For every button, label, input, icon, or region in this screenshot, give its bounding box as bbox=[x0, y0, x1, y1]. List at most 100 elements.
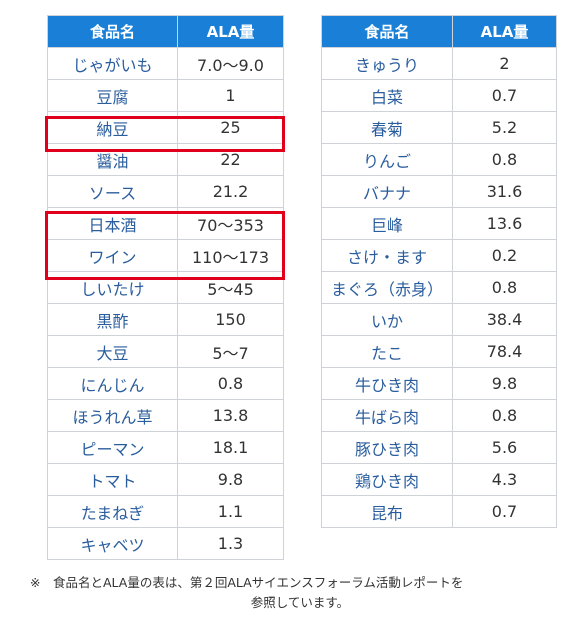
food-name-cell: まぐろ（赤身） bbox=[321, 271, 453, 304]
header-food-name: 食品名 bbox=[321, 15, 453, 48]
table-row: 醤油 22 bbox=[47, 143, 284, 176]
food-name-cell: 醤油 bbox=[47, 143, 178, 176]
food-name-cell: ほうれん草 bbox=[47, 399, 178, 432]
ala-amount-cell: 0.2 bbox=[452, 239, 557, 272]
food-ala-table-left: 食品名 ALA量 じゃがいも 7.0～9.0 豆腐 1 納豆 25 醤油 22 ソース 21.2 日… bbox=[47, 15, 284, 560]
ala-amount-cell: 0.8 bbox=[452, 271, 557, 304]
food-name-cell: きゅうり bbox=[321, 47, 453, 80]
food-name-cell: 大豆 bbox=[47, 335, 178, 368]
ala-amount-cell: 1.1 bbox=[177, 495, 284, 528]
ala-amount-cell: 4.3 bbox=[452, 463, 557, 496]
source-note-line2: 参照しています。 bbox=[250, 595, 350, 610]
ala-amount-cell: 0.8 bbox=[452, 399, 557, 432]
ala-amount-cell: 7.0～9.0 bbox=[177, 47, 284, 80]
ala-amount-cell: 22 bbox=[177, 143, 284, 176]
source-note: ※ 食品名とALA量の表は、第２回ALAサイエンスフォーラム活動レポートを 参照… bbox=[30, 573, 570, 613]
table-row: 昆布 0.7 bbox=[321, 495, 557, 528]
food-name-cell: 白菜 bbox=[321, 79, 453, 112]
table-row: 巨峰 13.6 bbox=[321, 207, 557, 240]
ala-amount-cell: 5.6 bbox=[452, 431, 557, 464]
table-row: しいたけ 5～45 bbox=[47, 271, 284, 304]
table-row: 牛ひき肉 9.8 bbox=[321, 367, 557, 400]
table-row: さけ・ます 0.2 bbox=[321, 239, 557, 272]
food-name-cell: 巨峰 bbox=[321, 207, 453, 240]
food-name-cell: 豆腐 bbox=[47, 79, 178, 112]
ala-amount-cell: 9.8 bbox=[452, 367, 557, 400]
food-name-cell: ワイン bbox=[47, 239, 178, 272]
food-name-cell: 昆布 bbox=[321, 495, 453, 528]
food-name-cell: 黒酢 bbox=[47, 303, 178, 336]
ala-amount-cell: 110～173 bbox=[177, 239, 284, 272]
ala-amount-cell: 1.3 bbox=[177, 527, 284, 560]
food-name-cell: 豚ひき肉 bbox=[321, 431, 453, 464]
food-name-cell: 牛ばら肉 bbox=[321, 399, 453, 432]
header-food-name: 食品名 bbox=[47, 15, 178, 48]
food-name-cell: 日本酒 bbox=[47, 207, 178, 240]
food-name-cell: にんじん bbox=[47, 367, 178, 400]
food-ala-table-right: 食品名 ALA量 きゅうり 2 白菜 0.7 春菊 5.2 りんご 0.8 バナナ 31.6 巨峰 1… bbox=[321, 15, 557, 528]
header-ala-amount: ALA量 bbox=[177, 15, 284, 48]
table-row: じゃがいも 7.0～9.0 bbox=[47, 47, 284, 80]
source-note-line1: ※ 食品名とALA量の表は、第２回ALAサイエンスフォーラム活動レポートを bbox=[30, 575, 464, 590]
ala-amount-cell: 21.2 bbox=[177, 175, 284, 208]
ala-amount-cell: 2 bbox=[452, 47, 557, 80]
table-row: ワイン 110～173 bbox=[47, 239, 284, 272]
ala-amount-cell: 0.8 bbox=[452, 143, 557, 176]
table-row: まぐろ（赤身） 0.8 bbox=[321, 271, 557, 304]
table-row: 鶏ひき肉 4.3 bbox=[321, 463, 557, 496]
table-row: 豚ひき肉 5.6 bbox=[321, 431, 557, 464]
ala-amount-cell: 0.8 bbox=[177, 367, 284, 400]
ala-amount-cell: 1 bbox=[177, 79, 284, 112]
ala-amount-cell: 150 bbox=[177, 303, 284, 336]
food-name-cell: いか bbox=[321, 303, 453, 336]
table-row: 大豆 5～7 bbox=[47, 335, 284, 368]
ala-amount-cell: 13.8 bbox=[177, 399, 284, 432]
ala-amount-cell: 78.4 bbox=[452, 335, 557, 368]
table-row: 春菊 5.2 bbox=[321, 111, 557, 144]
food-name-cell: ピーマン bbox=[47, 431, 178, 464]
table-row: きゅうり 2 bbox=[321, 47, 557, 80]
table-row: 黒酢 150 bbox=[47, 303, 284, 336]
ala-amount-cell: 0.7 bbox=[452, 495, 557, 528]
table-row: 牛ばら肉 0.8 bbox=[321, 399, 557, 432]
ala-amount-cell: 70～353 bbox=[177, 207, 284, 240]
table-header-row: 食品名 ALA量 bbox=[47, 15, 284, 48]
ala-amount-cell: 25 bbox=[177, 111, 284, 144]
ala-amount-cell: 31.6 bbox=[452, 175, 557, 208]
ala-amount-cell: 18.1 bbox=[177, 431, 284, 464]
food-name-cell: しいたけ bbox=[47, 271, 178, 304]
header-ala-amount: ALA量 bbox=[452, 15, 557, 48]
table-row: にんじん 0.8 bbox=[47, 367, 284, 400]
ala-amount-cell: 5.2 bbox=[452, 111, 557, 144]
food-name-cell: キャベツ bbox=[47, 527, 178, 560]
food-name-cell: 牛ひき肉 bbox=[321, 367, 453, 400]
table-row: 納豆 25 bbox=[47, 111, 284, 144]
ala-amount-cell: 38.4 bbox=[452, 303, 557, 336]
table-row: 日本酒 70～353 bbox=[47, 207, 284, 240]
food-name-cell: ソース bbox=[47, 175, 178, 208]
food-name-cell: 納豆 bbox=[47, 111, 178, 144]
table-row: ほうれん草 13.8 bbox=[47, 399, 284, 432]
table-row: キャベツ 1.3 bbox=[47, 527, 284, 560]
table-row: ピーマン 18.1 bbox=[47, 431, 284, 464]
food-name-cell: 鶏ひき肉 bbox=[321, 463, 453, 496]
ala-amount-cell: 13.6 bbox=[452, 207, 557, 240]
ala-amount-cell: 9.8 bbox=[177, 463, 284, 496]
table-row: トマト 9.8 bbox=[47, 463, 284, 496]
ala-amount-cell: 0.7 bbox=[452, 79, 557, 112]
food-name-cell: じゃがいも bbox=[47, 47, 178, 80]
food-name-cell: トマト bbox=[47, 463, 178, 496]
table-row: たまねぎ 1.1 bbox=[47, 495, 284, 528]
ala-amount-cell: 5～7 bbox=[177, 335, 284, 368]
table-row: りんご 0.8 bbox=[321, 143, 557, 176]
food-name-cell: たまねぎ bbox=[47, 495, 178, 528]
food-name-cell: たこ bbox=[321, 335, 453, 368]
food-name-cell: バナナ bbox=[321, 175, 453, 208]
table-row: ソース 21.2 bbox=[47, 175, 284, 208]
table-row: バナナ 31.6 bbox=[321, 175, 557, 208]
food-name-cell: りんご bbox=[321, 143, 453, 176]
food-name-cell: さけ・ます bbox=[321, 239, 453, 272]
table-header-row: 食品名 ALA量 bbox=[321, 15, 557, 48]
table-row: たこ 78.4 bbox=[321, 335, 557, 368]
food-name-cell: 春菊 bbox=[321, 111, 453, 144]
